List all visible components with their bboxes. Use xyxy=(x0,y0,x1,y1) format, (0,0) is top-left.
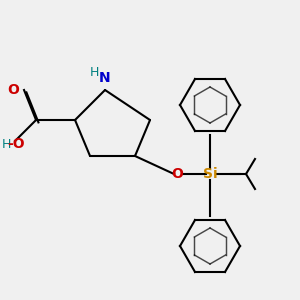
Text: O: O xyxy=(171,167,183,181)
Text: Si: Si xyxy=(203,167,217,181)
Text: H: H xyxy=(90,67,99,80)
Text: H: H xyxy=(1,137,11,151)
Text: N: N xyxy=(99,71,111,85)
Text: -O: -O xyxy=(8,137,25,151)
Text: O: O xyxy=(8,83,20,97)
